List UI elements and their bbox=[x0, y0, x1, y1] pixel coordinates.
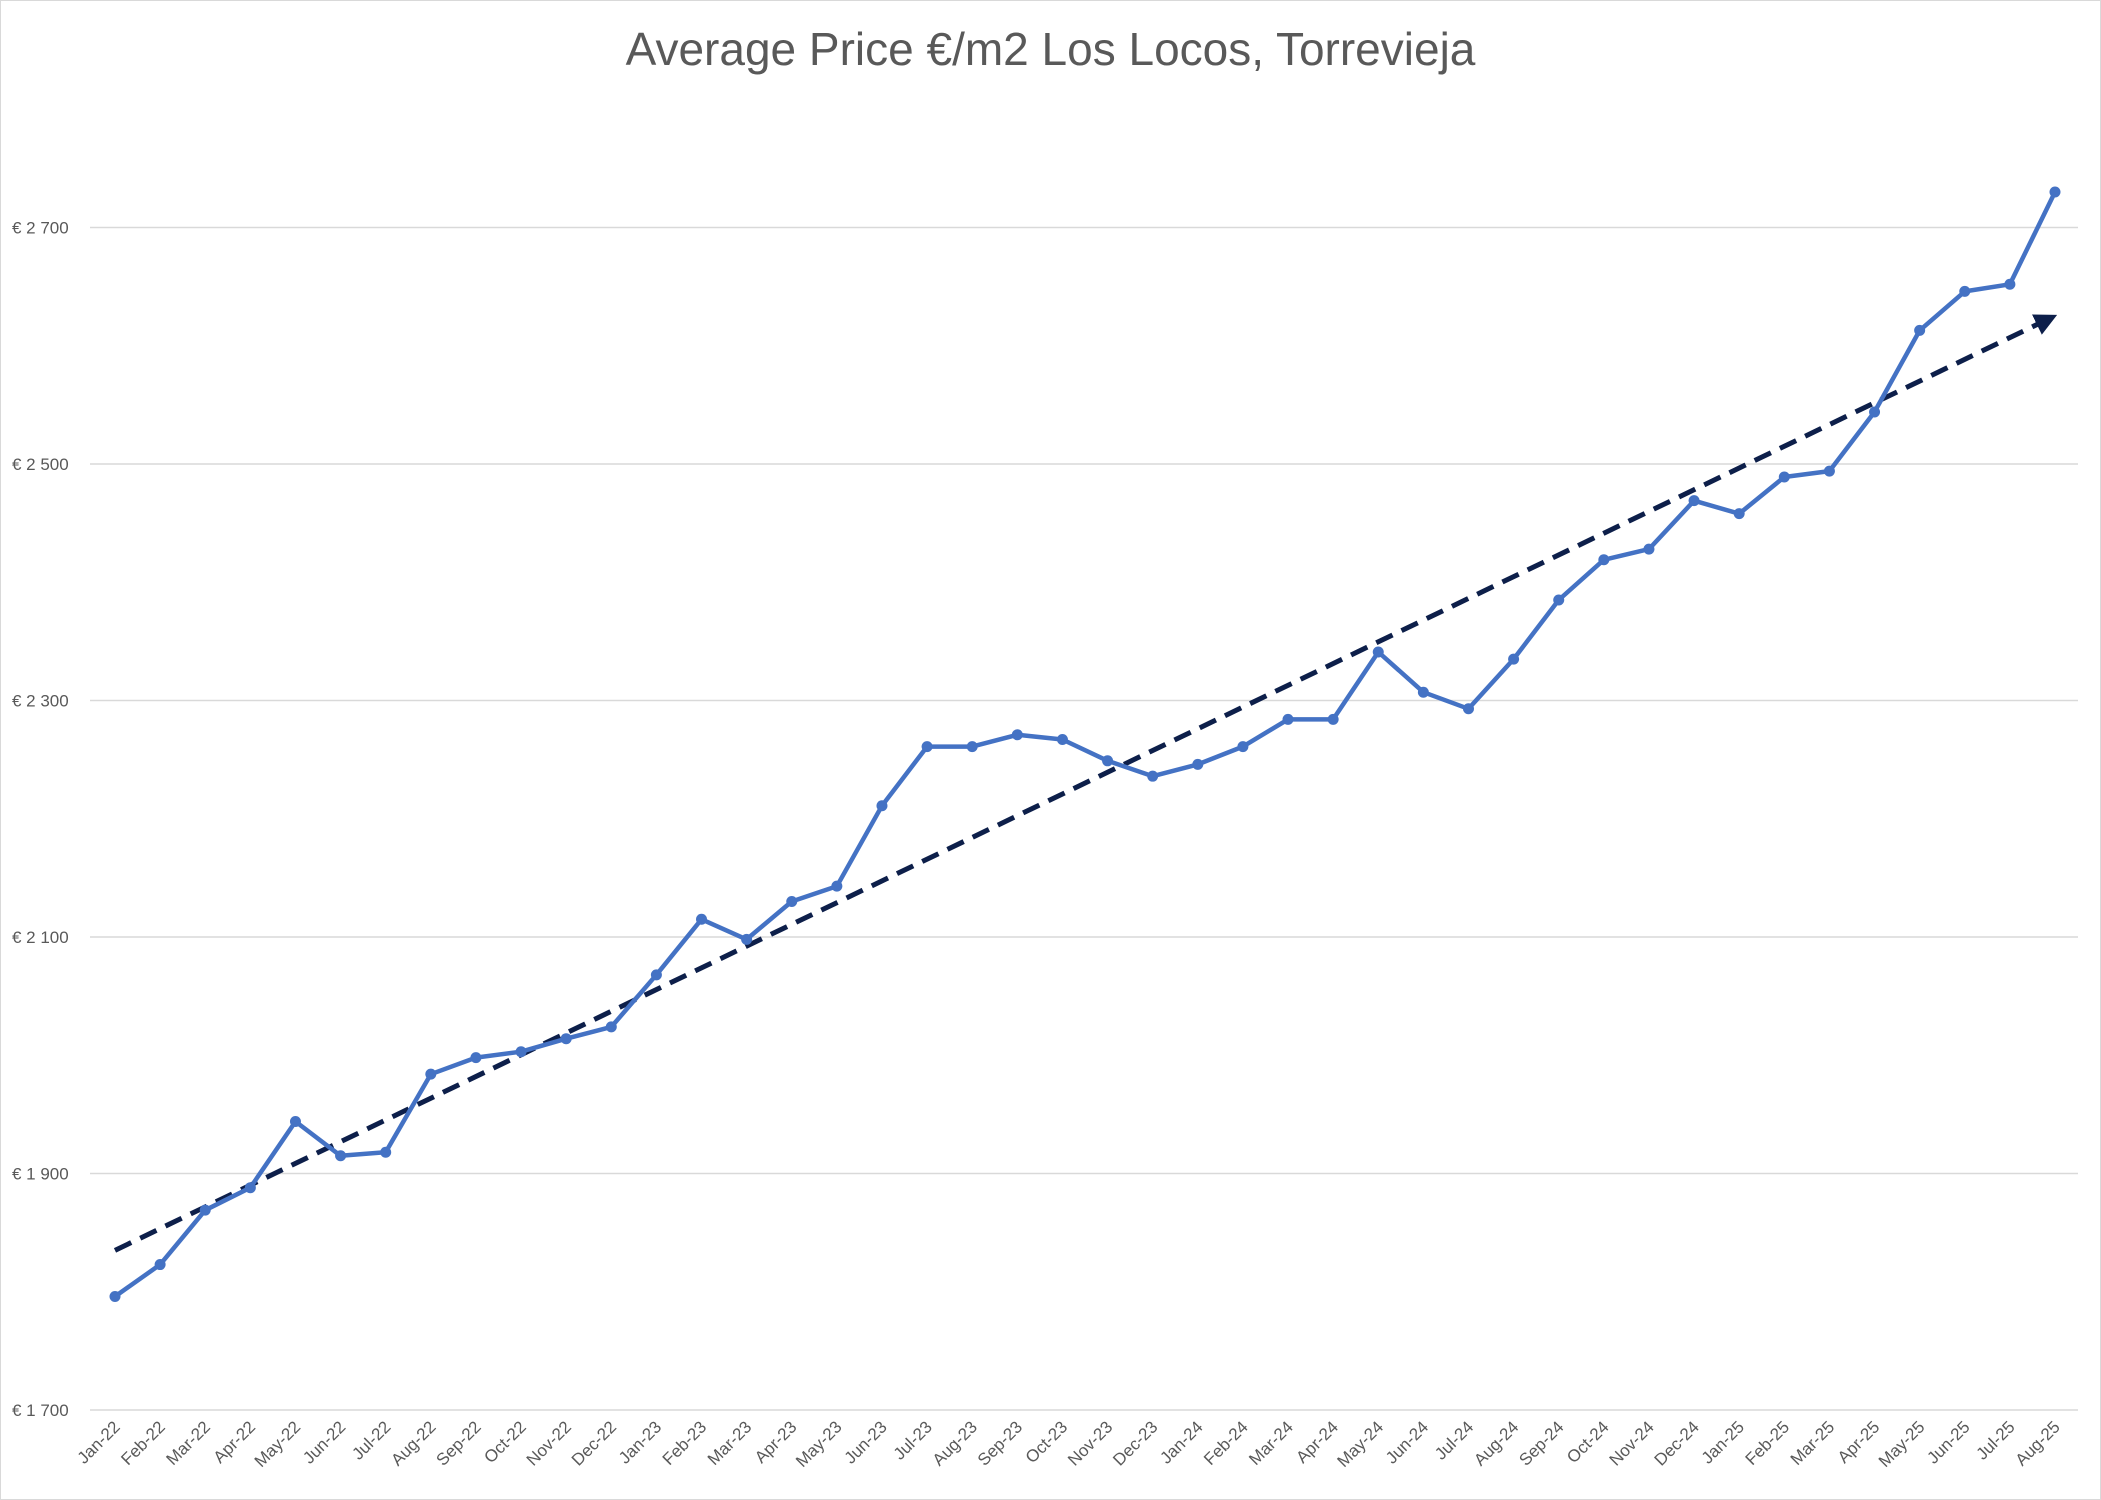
x-tick-label: Mar-25 bbox=[1787, 1417, 1839, 1469]
trendline-path bbox=[113, 314, 2058, 1253]
data-point bbox=[335, 1150, 347, 1162]
y-tick-label: € 2 500 bbox=[12, 455, 69, 474]
data-point bbox=[1462, 703, 1474, 715]
chart-title: Average Price €/m2 Los Locos, Torrevieja bbox=[625, 23, 1476, 75]
data-point bbox=[1508, 653, 1520, 665]
data-point bbox=[831, 880, 843, 892]
x-tick-label: Sep-23 bbox=[974, 1417, 1026, 1469]
data-point bbox=[1056, 734, 1068, 746]
x-tick-label: Mar-23 bbox=[704, 1417, 756, 1469]
data-point bbox=[1237, 741, 1249, 753]
data-point bbox=[1327, 713, 1339, 725]
y-tick-label: € 2 300 bbox=[12, 692, 69, 711]
data-point bbox=[786, 896, 798, 908]
trendline bbox=[113, 314, 2058, 1253]
data-point bbox=[109, 1290, 121, 1302]
data-point bbox=[289, 1115, 301, 1127]
data-point bbox=[380, 1146, 392, 1158]
data-point bbox=[1733, 508, 1745, 520]
gridlines bbox=[90, 226, 2078, 1411]
data-point bbox=[1688, 495, 1700, 507]
data-point bbox=[1417, 686, 1429, 698]
y-tick-label: € 1 700 bbox=[12, 1401, 69, 1420]
data-point bbox=[1102, 755, 1114, 767]
x-tick-label: Feb-23 bbox=[659, 1417, 711, 1469]
x-tick-label: Jan-23 bbox=[615, 1417, 665, 1467]
x-tick-label: Nov-22 bbox=[523, 1417, 575, 1469]
data-point bbox=[1869, 406, 1881, 418]
data-point bbox=[1959, 285, 1971, 297]
data-point bbox=[470, 1052, 482, 1064]
x-tick-label: Jun-25 bbox=[1923, 1417, 1973, 1467]
price-series bbox=[109, 186, 2061, 1302]
x-tick-label: Aug-22 bbox=[387, 1417, 439, 1469]
y-tick-label: € 1 900 bbox=[12, 1165, 69, 1184]
data-point bbox=[1282, 713, 1294, 725]
data-point bbox=[1011, 729, 1023, 741]
data-point bbox=[2004, 278, 2016, 290]
data-point bbox=[1192, 758, 1204, 770]
data-point bbox=[1553, 594, 1565, 606]
data-point bbox=[650, 969, 662, 981]
x-tick-label: Oct-22 bbox=[480, 1417, 530, 1467]
x-tick-label: Jan-22 bbox=[74, 1417, 124, 1467]
data-point bbox=[2049, 186, 2061, 198]
data-point bbox=[1598, 554, 1610, 566]
x-tick-label: Oct-23 bbox=[1022, 1417, 1072, 1467]
x-tick-label: Dec-24 bbox=[1651, 1417, 1703, 1469]
x-tick-label: Mar-24 bbox=[1245, 1417, 1297, 1469]
data-point bbox=[199, 1204, 211, 1216]
data-point bbox=[605, 1021, 617, 1033]
x-tick-label: May-25 bbox=[1875, 1417, 1929, 1471]
data-point bbox=[1372, 646, 1384, 658]
y-axis-ticks: € 1 700 € 1 900 € 2 100 € 2 300 € 2 500 € 2 7… bbox=[12, 219, 69, 1421]
x-tick-label: Sep-22 bbox=[433, 1417, 485, 1469]
x-tick-label: Mar-22 bbox=[163, 1417, 215, 1469]
data-point bbox=[921, 741, 933, 753]
data-point bbox=[741, 933, 753, 945]
data-point bbox=[1147, 770, 1159, 782]
x-tick-label: Feb-25 bbox=[1742, 1417, 1794, 1469]
data-point bbox=[1643, 543, 1655, 555]
data-point bbox=[696, 913, 708, 925]
x-tick-label: Jun-22 bbox=[299, 1417, 349, 1467]
x-tick-label: Feb-22 bbox=[117, 1417, 169, 1469]
y-tick-label: € 2 700 bbox=[12, 219, 69, 238]
data-point bbox=[1823, 465, 1835, 477]
x-tick-label: May-23 bbox=[792, 1417, 846, 1471]
x-tick-label: Dec-22 bbox=[568, 1417, 620, 1469]
data-point bbox=[425, 1068, 437, 1080]
y-tick-label: € 2 100 bbox=[12, 928, 69, 947]
data-point bbox=[1914, 324, 1926, 336]
data-point bbox=[515, 1046, 527, 1058]
x-tick-label: Jan-25 bbox=[1698, 1417, 1748, 1467]
x-tick-label: Aug-25 bbox=[2012, 1417, 2064, 1469]
x-tick-label: Feb-24 bbox=[1200, 1417, 1252, 1469]
data-point bbox=[966, 741, 978, 753]
x-tick-label: Jun-23 bbox=[841, 1417, 891, 1467]
x-tick-label: Dec-23 bbox=[1109, 1417, 1161, 1469]
x-tick-label: Nov-24 bbox=[1606, 1417, 1658, 1469]
x-tick-label: May-24 bbox=[1334, 1417, 1388, 1471]
data-point bbox=[154, 1259, 166, 1271]
x-tick-label: Sep-24 bbox=[1515, 1417, 1567, 1469]
x-tick-label: Aug-23 bbox=[929, 1417, 981, 1469]
x-axis-ticks: Jan-22Feb-22Mar-22Apr-22May-22Jun-22Jul-… bbox=[74, 1417, 2064, 1471]
x-tick-label: Nov-23 bbox=[1064, 1417, 1116, 1469]
x-tick-label: Jan-24 bbox=[1156, 1417, 1206, 1467]
x-tick-label: Aug-24 bbox=[1470, 1417, 1522, 1469]
data-point bbox=[876, 800, 888, 812]
data-point bbox=[560, 1033, 572, 1045]
data-point bbox=[1778, 471, 1790, 483]
x-tick-label: May-22 bbox=[251, 1417, 305, 1471]
x-tick-label: Jun-24 bbox=[1382, 1417, 1432, 1467]
x-tick-label: Oct-24 bbox=[1563, 1417, 1613, 1467]
series-line bbox=[113, 191, 2058, 1299]
data-point bbox=[244, 1182, 256, 1194]
